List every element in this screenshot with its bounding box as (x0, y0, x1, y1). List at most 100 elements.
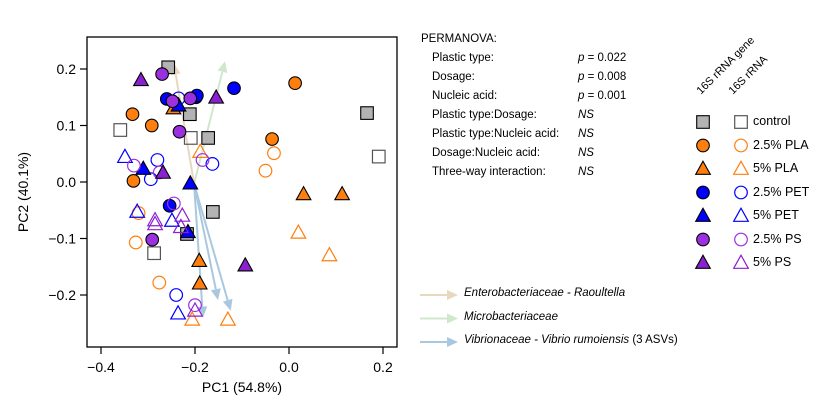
group-legend (694, 115, 750, 269)
data-point (295, 185, 312, 201)
permanova-row-value: p = 0.022 (578, 52, 627, 64)
legend-label: 2.5% PET (753, 184, 810, 199)
permanova-row-label: Dosage: (432, 71, 475, 83)
data-point (190, 252, 208, 267)
data-point (125, 107, 140, 122)
data-point (128, 235, 143, 250)
data-point (132, 71, 150, 87)
data-point (321, 246, 338, 262)
data-point (172, 218, 190, 234)
axes: −0.4 −0.2 0.0 0.2 −0.2 −0.1 0.0 0.1 0.2 (48, 61, 393, 375)
loading-arrow (193, 183, 233, 311)
data-point (144, 118, 159, 133)
data-point (237, 256, 254, 272)
legend-marker-open (732, 253, 750, 269)
legend-marker-open (734, 138, 748, 153)
data-point (126, 158, 141, 173)
arrow-legend-label: Enterobacteriaceae - Raoultella (464, 287, 626, 299)
data-point (173, 206, 191, 222)
plot-frame (86, 36, 398, 348)
data-point (206, 205, 220, 219)
data-point (147, 246, 162, 261)
permanova-row-value: p = 0.001 (578, 90, 627, 102)
data-point (116, 148, 134, 164)
data-point (155, 67, 169, 81)
permanova-row-value: NS (578, 128, 594, 140)
data-point (207, 88, 225, 104)
data-point (290, 223, 307, 239)
legend-marker-filled (696, 185, 710, 200)
permanova-row-value: p = 0.008 (578, 71, 627, 83)
data-point (169, 288, 184, 302)
data-point (258, 163, 273, 178)
permanova-row-label: Dosage:Nucleic acid: (432, 147, 541, 159)
legend-marker-open (734, 115, 748, 129)
data-point (146, 215, 164, 231)
data-point (182, 174, 199, 190)
loading-arrow (193, 183, 221, 301)
legend-arrow (420, 337, 458, 347)
permanova-row-value: NS (578, 109, 594, 121)
y-tick-label: 0.0 (57, 174, 77, 190)
data-point (183, 310, 201, 326)
permanova-row-label: Plastic type: (432, 52, 494, 64)
permanova-row-value: NS (578, 166, 594, 178)
y-axis-label: PC2 (40.1%) (15, 152, 31, 232)
data-point (360, 106, 374, 120)
data-point (169, 304, 187, 320)
data-point (126, 174, 141, 188)
legend-marker-filled (694, 207, 712, 222)
x-axis-label: PC1 (54.8%) (202, 379, 282, 395)
data-point (288, 76, 302, 90)
data-point (191, 143, 209, 158)
data-point (183, 91, 198, 106)
permanova-row-label: Plastic type:Nucleic acid: (432, 128, 560, 140)
arrow-legend-label: Microbacteriaceae (464, 310, 558, 323)
data-point (265, 132, 279, 146)
legend-label: 2.5% PS (753, 231, 802, 246)
legend-marker-filled (696, 232, 710, 247)
x-tick-label: 0.2 (373, 359, 393, 375)
data-point (150, 153, 165, 167)
data-point (163, 211, 181, 227)
legend-marker-filled (694, 254, 712, 269)
permanova-row-label: Nucleic acid: (432, 90, 498, 102)
y-tick-label: 0.1 (57, 118, 77, 134)
data-point (205, 157, 220, 171)
data-point (195, 153, 210, 167)
legend-marker-open (732, 206, 750, 222)
x-tick-label: −0.2 (181, 359, 209, 375)
data-point (146, 211, 164, 227)
legend-label: control (753, 114, 791, 128)
data-point (166, 196, 181, 211)
permanova-title: PERMANOVA: (421, 33, 497, 45)
y-tick-label: −0.2 (48, 287, 76, 303)
data-point (154, 164, 172, 179)
data-point (143, 172, 158, 187)
data-point (227, 81, 241, 96)
legend-arrow (420, 290, 458, 300)
legend-marker-open (734, 232, 748, 247)
data-point (128, 202, 146, 218)
permanova-row-label: Three-way interaction: (432, 166, 546, 178)
permanova-row-value: NS (578, 147, 594, 159)
data-points (113, 60, 386, 326)
data-point (165, 94, 180, 109)
data-point (267, 146, 281, 161)
legend-marker-filled (696, 138, 710, 153)
data-point (183, 131, 198, 145)
legend-marker-filled (694, 160, 712, 175)
data-point (333, 185, 351, 201)
data-point (188, 298, 202, 313)
legend-marker-open (734, 185, 748, 200)
data-point (135, 160, 152, 175)
data-point (191, 274, 208, 290)
data-point (172, 124, 187, 139)
x-tick-label: −0.4 (87, 359, 115, 375)
loading-arrow (170, 63, 196, 184)
legend-label: 5% PET (753, 208, 799, 222)
data-point (145, 232, 160, 247)
legend-label: 5% PS (753, 255, 792, 269)
permanova-row-label: Plastic type:Dosage: (432, 109, 537, 121)
